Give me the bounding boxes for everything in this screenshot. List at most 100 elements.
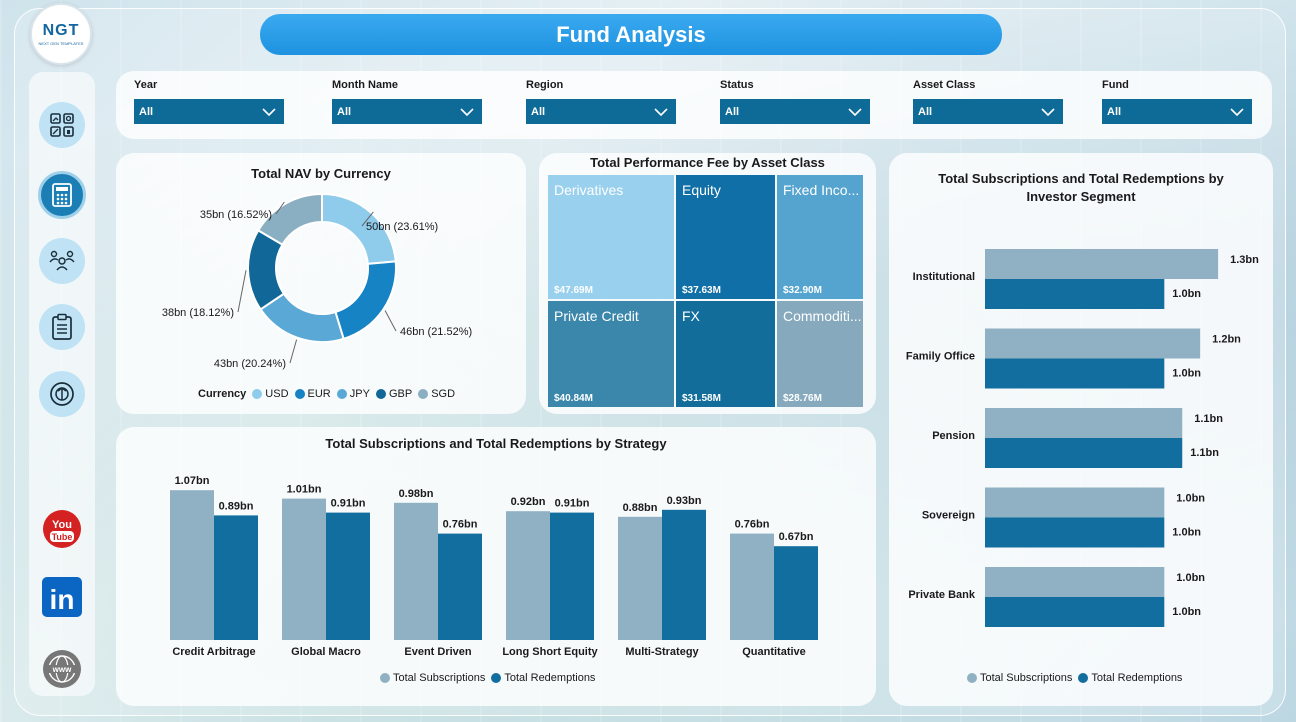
treemap-cell-3[interactable]: Private Credit $40.84M (548, 301, 674, 407)
category-label: Sovereign (922, 510, 975, 522)
bar-subscriptions[interactable] (394, 502, 438, 640)
month-dropdown[interactable]: All (332, 99, 482, 124)
legend-item: Total Subscriptions (380, 672, 485, 684)
svg-text:Tube: Tube (52, 532, 73, 542)
hbar-redemptions[interactable] (985, 358, 1165, 389)
hbar-redemptions[interactable] (985, 517, 1165, 548)
treemap-cell-2[interactable]: Fixed Inco... $32.90M (777, 175, 863, 299)
legend-label: JPY (349, 388, 370, 400)
bar-redemptions[interactable] (438, 533, 482, 640)
dropdown-value: All (918, 105, 933, 118)
legend-item[interactable]: SGD (418, 388, 455, 400)
bar-redemptions[interactable] (662, 509, 706, 640)
bar-value-label: 1.1bn (1194, 413, 1223, 425)
legend-label: Total Redemptions (1091, 672, 1183, 684)
sidebar-item-investors[interactable] (39, 238, 85, 284)
bar-subscriptions[interactable] (618, 516, 662, 640)
sidebar-item-overview[interactable] (39, 102, 85, 148)
donut-slice-eur[interactable] (334, 260, 397, 341)
fund-dropdown[interactable]: All (1102, 99, 1252, 124)
logo-text: NGT (42, 22, 80, 39)
bar-value-label: 1.3bn (1230, 254, 1259, 266)
bar-value-label: 1.07bn (175, 475, 210, 487)
hbar-redemptions[interactable] (985, 438, 1183, 468)
treemap-cell-4[interactable]: FX $31.58M (676, 301, 775, 407)
treemap-value: $40.84M (554, 393, 593, 404)
youtube-icon: You Tube (43, 510, 81, 548)
linkedin-link[interactable]: in (39, 574, 85, 620)
treemap-label: Private Credit (554, 308, 639, 324)
chart-title: Total Performance Fee by Asset Class (590, 155, 825, 170)
status-dropdown[interactable]: All (720, 99, 870, 124)
treemap-label: Fixed Inco... (783, 182, 860, 198)
treemap-label: Commoditi... (783, 308, 861, 324)
bar-subscriptions[interactable] (730, 533, 774, 640)
hbar-subscriptions[interactable] (985, 328, 1201, 359)
bar-value-label: 0.89bn (219, 500, 254, 512)
strategy-legend: Total Subscriptions Total Redemptions (380, 672, 601, 684)
treemap-cell-0[interactable]: Derivatives $47.69M (548, 175, 674, 299)
treemap-cell-1[interactable]: Equity $37.63M (676, 175, 775, 299)
leader-line (384, 310, 397, 332)
slice-label: 35bn (16.52%) (200, 209, 272, 221)
treemap-label: FX (682, 308, 700, 324)
investor-segment-panel: Total Subscriptions and Total Redemption… (889, 153, 1273, 706)
asset-class-dropdown[interactable]: All (913, 99, 1063, 124)
filter-asset-class: Asset Class All (913, 79, 1063, 124)
bar-value-label: 1.2bn (1212, 334, 1241, 346)
strategy-bar-chart: 1.07bn 0.89bn Credit Arbitrage 1.01bn 0.91bn… (170, 475, 818, 658)
nav-by-currency-panel: Total NAV by Currency 50bn (23.61%) 46bn … (116, 153, 526, 414)
hbar-subscriptions[interactable] (985, 408, 1183, 438)
bar-value-label: 0.91bn (555, 498, 590, 510)
youtube-link[interactable]: You Tube (39, 506, 85, 552)
treemap-cell-5[interactable]: Commoditi... $28.76M (777, 301, 863, 407)
bar-redemptions[interactable] (774, 546, 818, 640)
legend-item[interactable]: EUR (294, 388, 331, 400)
category-label: Family Office (906, 351, 975, 363)
filter-status: Status All (720, 79, 870, 124)
legend-dot (294, 389, 305, 399)
dropdown-value: All (725, 105, 740, 118)
legend-label: GBP (388, 388, 413, 400)
bar-redemptions[interactable] (550, 512, 594, 640)
legend-item: Total Redemptions (491, 672, 595, 684)
hbar-redemptions[interactable] (985, 597, 1165, 627)
investor-segment-bar-chart: 1.3bn 1.0bn Institutional 1.2bn 1.0bn Family … (906, 249, 1259, 627)
legend-label: SGD (431, 388, 456, 400)
performance-fee-treemap: Derivatives $47.69M Equity $37.63M Fixed Inc… (548, 175, 863, 407)
category-label: Credit Arbitrage (172, 646, 255, 658)
legend-item[interactable]: JPY (336, 388, 370, 400)
filter-region: Region All (526, 79, 676, 124)
region-dropdown[interactable]: All (526, 99, 676, 124)
category-label: Institutional (913, 271, 975, 283)
bar-value-label: 0.91bn (331, 498, 366, 510)
donut-slice-sgd[interactable] (256, 192, 323, 246)
hbar-subscriptions[interactable] (985, 487, 1165, 518)
slice-label: 38bn (18.12%) (162, 307, 234, 319)
sidebar-item-targets[interactable] (39, 371, 85, 417)
logo: NGT NEXT GEN TEMPLATES (30, 3, 92, 65)
bar-subscriptions[interactable] (506, 511, 550, 640)
dropdown-value: All (531, 105, 546, 118)
treemap-value: $47.69M (554, 285, 593, 296)
bar-subscriptions[interactable] (170, 490, 214, 640)
filter-label: Month Name (332, 79, 398, 91)
bar-subscriptions[interactable] (282, 498, 326, 640)
legend-item[interactable]: GBP (375, 388, 413, 400)
bar-value-label: 0.92bn (511, 496, 546, 508)
hbar-subscriptions[interactable] (985, 249, 1219, 279)
hbar-subscriptions[interactable] (985, 567, 1165, 597)
legend-item[interactable]: USD (252, 388, 289, 400)
chevron-down-icon (460, 107, 474, 116)
year-dropdown[interactable]: All (134, 99, 284, 124)
filter-year: Year All (134, 79, 284, 124)
category-label: Long Short Equity (502, 646, 598, 658)
slice-label: 50bn (23.61%) (366, 221, 438, 233)
filter-label: Fund (1102, 79, 1129, 91)
bar-redemptions[interactable] (214, 515, 258, 640)
sidebar-item-reports[interactable] (39, 304, 85, 350)
website-link[interactable]: www (39, 646, 85, 692)
bar-redemptions[interactable] (326, 512, 370, 640)
sidebar-item-fund-analysis[interactable] (38, 171, 86, 219)
hbar-redemptions[interactable] (985, 279, 1165, 309)
